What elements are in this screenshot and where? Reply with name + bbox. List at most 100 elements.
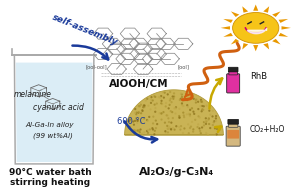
Point [196,108,201,111]
Point [174,106,178,109]
Point [200,101,204,104]
Point [178,97,183,100]
Point [142,104,147,107]
Point [148,108,153,111]
Point [135,119,140,122]
Point [182,116,186,119]
Point [143,99,148,102]
FancyBboxPatch shape [227,74,240,93]
Point [153,129,157,132]
Point [158,96,163,99]
Point [180,102,184,105]
Text: Al₂O₃/g-C₃N₄: Al₂O₃/g-C₃N₄ [139,167,214,177]
Point [167,103,172,106]
Point [179,125,183,128]
Polygon shape [272,11,280,17]
Point [163,130,168,133]
Point [140,132,144,135]
Point [141,104,146,107]
Point [145,129,149,132]
Point [138,105,142,108]
Polygon shape [272,39,280,44]
Point [164,101,168,105]
Point [169,101,174,104]
Point [152,103,157,106]
Point [204,119,209,122]
Point [159,112,163,115]
Point [166,127,170,130]
Point [172,128,177,131]
FancyBboxPatch shape [228,123,238,127]
Point [149,96,154,99]
Point [201,105,206,108]
Point [214,115,218,118]
Point [184,113,189,116]
Point [153,127,158,130]
Point [180,104,185,107]
Point [199,98,203,101]
Point [177,116,182,119]
Text: [ool]: [ool] [178,64,190,69]
Point [137,129,141,132]
Point [170,95,175,98]
Point [178,128,183,131]
Point [168,110,173,113]
Point [200,126,204,129]
Point [191,110,196,113]
Point [190,107,194,110]
Polygon shape [281,26,291,30]
Polygon shape [278,19,288,23]
Point [161,96,166,99]
Point [151,128,155,131]
Point [147,115,152,118]
Point [169,128,173,131]
Point [163,105,168,108]
Point [133,129,138,132]
Point [163,131,168,134]
Point [146,129,150,132]
Point [200,100,204,103]
Point [185,98,190,101]
Point [186,105,191,108]
Point [198,105,203,108]
Point [138,128,143,131]
Point [168,99,172,102]
Point [157,112,162,115]
Text: 90°C water bath: 90°C water bath [9,168,91,177]
Point [188,108,193,112]
Point [192,112,197,115]
Point [181,99,185,102]
Point [206,133,210,136]
Point [139,112,143,115]
Point [162,91,167,94]
Point [204,120,209,123]
Point [133,131,137,134]
Point [208,127,213,130]
Polygon shape [16,63,93,162]
Point [208,113,213,116]
Point [127,125,132,128]
Point [201,108,206,111]
Point [198,129,203,132]
Polygon shape [253,5,258,11]
Point [170,111,175,114]
Point [165,124,170,127]
Point [211,121,216,124]
Point [140,109,145,112]
Point [135,129,140,132]
Point [131,120,136,123]
Point [132,123,136,126]
Point [145,119,150,122]
Point [197,127,202,130]
Point [126,120,131,123]
Point [142,117,146,120]
Point [150,127,155,130]
Point [207,109,212,112]
Point [165,114,170,117]
Point [213,119,218,122]
Point [218,124,223,127]
Point [218,128,223,131]
Polygon shape [253,45,258,51]
Point [187,112,191,115]
Point [171,97,176,100]
